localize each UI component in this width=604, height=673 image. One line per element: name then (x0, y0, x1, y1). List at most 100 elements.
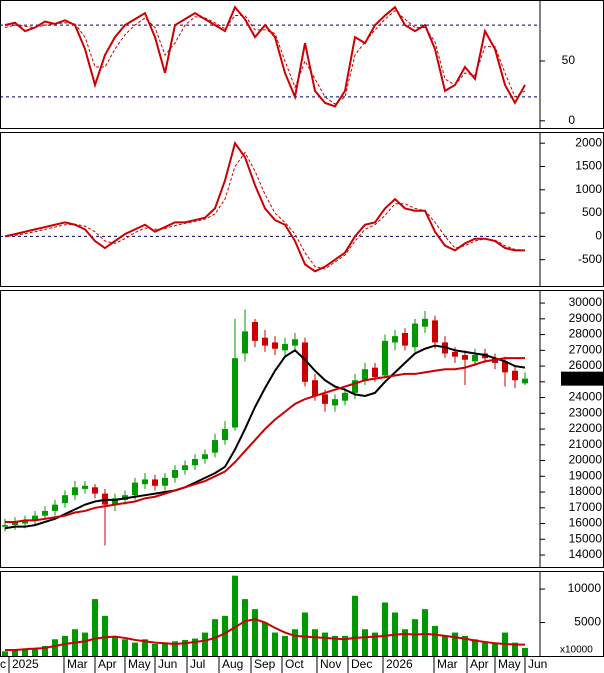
volume-bar (482, 642, 488, 656)
x-tick-label: Apr (98, 657, 117, 671)
y-tick-label: 24000 (569, 390, 603, 404)
y-tick-label: 30000 (569, 295, 603, 309)
x-tick-label: 2025 (12, 657, 39, 671)
volume-bar (282, 635, 288, 656)
y-tick-label: 1500 (575, 159, 602, 173)
y-tick-label: 5000 (574, 615, 601, 629)
volume-bar (92, 599, 98, 656)
candle-body (162, 477, 168, 486)
volume-bar (312, 629, 318, 656)
volume-bar (462, 635, 468, 656)
candle-body (72, 487, 78, 496)
panel-frame (0, 290, 604, 568)
volume-bar (82, 632, 88, 656)
x-tick-label: May (128, 657, 151, 671)
candle-body (312, 380, 318, 396)
candle-body (202, 454, 208, 459)
candle-body (222, 429, 228, 441)
volume-bar (522, 647, 528, 656)
volume-bar (472, 639, 478, 656)
x-tick-label: Sep (254, 657, 276, 671)
candle-body (472, 355, 478, 362)
y-tick-label: 1000 (575, 182, 602, 196)
x-tick-label: 2026 (386, 657, 413, 671)
last-price-label: 25200.00 (562, 373, 604, 385)
volume-bar (382, 602, 388, 656)
candle-body (292, 339, 298, 346)
volume-bar (272, 632, 278, 656)
series-line (4, 140, 525, 273)
y-tick-label: 22000 (569, 421, 603, 435)
y-tick-label: 16000 (569, 516, 603, 530)
candle-body (42, 510, 48, 516)
candle-body (362, 369, 368, 381)
volume-bar (182, 639, 188, 656)
y-tick-label: 21000 (569, 437, 603, 451)
candle-body (32, 515, 38, 521)
candle-body (332, 399, 338, 406)
candle-body (272, 342, 278, 349)
candle-body (502, 361, 508, 373)
candle-body (152, 479, 158, 486)
candle-body (512, 370, 518, 381)
y-tick-label: -500 (578, 252, 602, 266)
candle-body (422, 318, 428, 327)
panel-frame (0, 132, 604, 287)
candle-body (382, 340, 388, 376)
volume-bar (12, 649, 18, 656)
x-tick-label: Jun (528, 657, 547, 671)
y-tick-label: 20000 (569, 453, 603, 467)
volume-bar (262, 622, 268, 656)
y-tick-label: 19000 (569, 468, 603, 482)
volume-bar (302, 612, 308, 656)
y-tick-label: 50 (562, 53, 576, 67)
candle-body (522, 378, 528, 384)
candle-body (192, 458, 198, 466)
volume-bar (112, 635, 118, 656)
candle-body (82, 485, 88, 489)
candle-body (432, 320, 438, 343)
volume-bar (242, 599, 248, 656)
series-line (5, 618, 525, 651)
y-tick-label: 23000 (569, 405, 603, 419)
candle-body (302, 342, 308, 382)
series-line (4, 10, 526, 105)
volume-bar (2, 651, 8, 656)
candle-body (132, 482, 138, 496)
x-tick-label: May (498, 657, 521, 671)
x-tick-label: Oct (285, 657, 304, 671)
volume-bar (492, 643, 498, 656)
x-tick-label: Mar (437, 657, 458, 671)
candle-body (402, 332, 408, 346)
candle-body (62, 495, 68, 504)
candle-body (342, 392, 348, 401)
volume-bar (192, 638, 198, 656)
candle-body (412, 323, 418, 348)
x-tick-label: c (0, 657, 6, 671)
candle-body (462, 355, 468, 360)
volume-bar (202, 632, 208, 656)
candle-body (392, 336, 398, 343)
candle-body (452, 351, 458, 357)
volume-bar (422, 609, 428, 656)
volume-bar (322, 632, 328, 656)
series-line (4, 151, 526, 270)
x-tick-label: Aug (222, 657, 243, 671)
volume-bar (172, 641, 178, 656)
y-tick-label: 29000 (569, 311, 603, 325)
volume-bar (222, 615, 228, 656)
candle-body (12, 521, 18, 526)
x-tick-label: Apr (470, 657, 489, 671)
y-tick-label: 500 (582, 205, 602, 219)
volume-bar (142, 639, 148, 656)
candle-body (52, 504, 58, 511)
x-tick-label: Mar (67, 657, 88, 671)
candle-body (142, 479, 148, 485)
candle-body (112, 498, 118, 505)
series-line (4, 344, 526, 530)
candle-body (372, 367, 378, 378)
x-tick-label: Jun (158, 657, 177, 671)
volume-bar (512, 642, 518, 656)
volume-bar (352, 595, 358, 656)
